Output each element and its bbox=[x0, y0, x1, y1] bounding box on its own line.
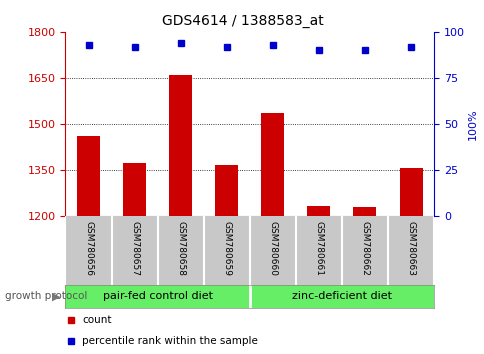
Bar bbox=[353, 207, 376, 216]
Text: count: count bbox=[82, 315, 111, 325]
Bar bbox=[399, 169, 422, 216]
Bar bbox=[77, 136, 100, 216]
Text: GSM780658: GSM780658 bbox=[176, 222, 185, 276]
Text: GSM780657: GSM780657 bbox=[130, 222, 139, 276]
Text: GSM780662: GSM780662 bbox=[360, 222, 369, 276]
Bar bbox=[215, 165, 238, 216]
Text: growth protocol: growth protocol bbox=[5, 291, 87, 302]
Text: zinc-deficient diet: zinc-deficient diet bbox=[291, 291, 391, 302]
Text: GDS4614 / 1388583_at: GDS4614 / 1388583_at bbox=[161, 14, 323, 28]
Text: percentile rank within the sample: percentile rank within the sample bbox=[82, 336, 257, 346]
Text: GSM780661: GSM780661 bbox=[314, 222, 323, 276]
Text: GSM780663: GSM780663 bbox=[406, 222, 415, 276]
Text: GSM780656: GSM780656 bbox=[84, 222, 93, 276]
Y-axis label: 100%: 100% bbox=[467, 108, 477, 140]
Bar bbox=[169, 75, 192, 216]
Text: GSM780659: GSM780659 bbox=[222, 222, 231, 276]
Text: GSM780660: GSM780660 bbox=[268, 222, 277, 276]
Text: ▶: ▶ bbox=[51, 291, 60, 302]
Bar bbox=[123, 163, 146, 216]
Bar bbox=[261, 113, 284, 216]
Bar bbox=[307, 206, 330, 216]
Text: pair-fed control diet: pair-fed control diet bbox=[103, 291, 212, 302]
